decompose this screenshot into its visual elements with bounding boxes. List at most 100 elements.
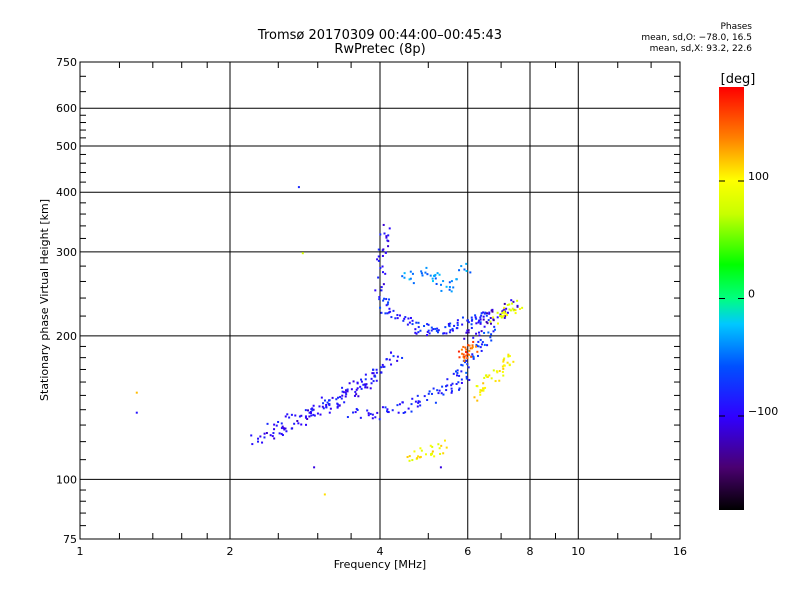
data-point (403, 276, 406, 279)
data-point (458, 387, 461, 390)
data-point (356, 381, 359, 384)
data-point (464, 346, 467, 349)
data-point (480, 312, 483, 315)
y-tick-label: 750 (56, 56, 77, 69)
data-point (421, 274, 424, 277)
data-point (450, 384, 453, 387)
data-point (382, 283, 385, 286)
data-point (391, 409, 394, 412)
data-point (290, 413, 293, 416)
data-point (281, 434, 284, 437)
data-point (480, 343, 483, 346)
data-point (313, 466, 316, 469)
plot-frame (79, 61, 681, 540)
data-point (381, 406, 384, 409)
data-point (300, 414, 303, 417)
data-point (448, 331, 451, 334)
data-point (516, 299, 519, 302)
data-point (305, 423, 308, 426)
data-point (273, 428, 276, 431)
data-point (304, 409, 307, 412)
data-point (369, 387, 372, 390)
data-point (433, 455, 436, 458)
data-point (296, 420, 299, 423)
data-point (501, 310, 504, 313)
data-point (408, 455, 411, 458)
data-point (444, 326, 447, 329)
data-point (261, 441, 264, 444)
data-point (482, 382, 485, 385)
data-point (443, 332, 446, 335)
data-point (413, 450, 416, 453)
data-point (465, 331, 468, 334)
y-tick-label: 75 (63, 533, 77, 546)
data-point (479, 316, 482, 319)
data-point (329, 407, 332, 410)
data-point (521, 306, 524, 309)
data-point (259, 435, 262, 438)
data-point (371, 413, 374, 416)
data-point (428, 390, 431, 393)
data-point (272, 432, 275, 435)
data-point (503, 364, 506, 367)
data-point (293, 422, 296, 425)
data-point (392, 355, 395, 358)
data-point (458, 356, 461, 359)
data-point (284, 427, 287, 430)
data-point (416, 405, 419, 408)
data-point (387, 301, 390, 304)
data-point (346, 416, 349, 419)
data-point (478, 319, 481, 322)
data-point (475, 322, 478, 325)
data-point (343, 401, 346, 404)
data-point (474, 345, 477, 348)
data-point (286, 413, 289, 416)
data-point (455, 327, 458, 330)
data-point (490, 309, 493, 312)
data-point (469, 347, 472, 350)
data-point (486, 312, 489, 315)
data-point (283, 428, 286, 431)
data-point (483, 376, 486, 379)
data-point (379, 306, 382, 309)
data-point (383, 232, 386, 235)
data-point (426, 399, 429, 402)
data-point (462, 353, 465, 356)
data-point (518, 307, 521, 310)
data-point (320, 396, 323, 399)
data-point (470, 316, 473, 319)
data-point (367, 412, 370, 415)
data-point (280, 432, 283, 435)
data-point (382, 223, 385, 226)
data-point (431, 280, 434, 283)
data-point (371, 372, 374, 375)
data-point (461, 352, 464, 355)
data-point (438, 273, 441, 276)
data-point (408, 278, 411, 281)
data-point (325, 405, 328, 408)
data-point (278, 432, 281, 435)
data-point (460, 348, 463, 351)
data-point (340, 397, 343, 400)
data-point (360, 378, 363, 381)
data-point (470, 323, 473, 326)
data-point (319, 413, 322, 416)
data-point (350, 388, 353, 391)
data-point (386, 303, 389, 306)
data-point (498, 369, 501, 372)
data-point (346, 390, 349, 393)
data-point (414, 400, 417, 403)
data-point (461, 364, 464, 367)
data-point (285, 430, 288, 433)
data-point (419, 455, 422, 458)
data-point (338, 404, 341, 407)
data-point (385, 235, 388, 238)
data-point (427, 329, 430, 332)
data-point (505, 307, 508, 310)
data-point (419, 329, 422, 332)
data-point (506, 361, 509, 364)
data-point (447, 322, 450, 325)
data-point (355, 407, 358, 410)
data-point (423, 395, 426, 398)
